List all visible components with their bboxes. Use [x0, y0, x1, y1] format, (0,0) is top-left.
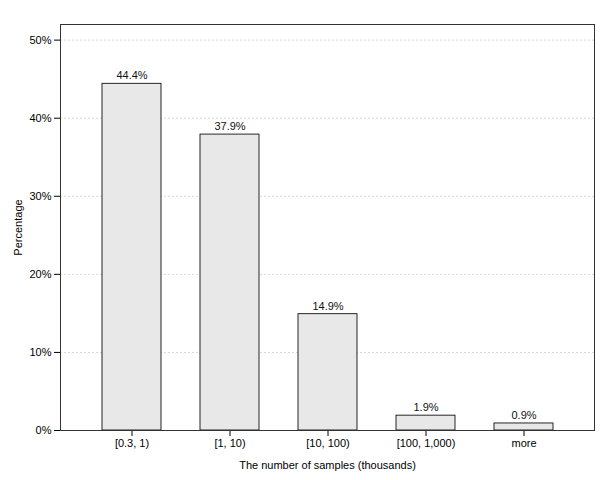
svg-text:[100, 1,000): [100, 1,000): [397, 437, 456, 449]
svg-text:[1, 10): [1, 10): [214, 437, 245, 449]
svg-text:1.9%: 1.9%: [413, 401, 438, 413]
svg-text:30%: 30%: [29, 190, 51, 202]
svg-text:40%: 40%: [29, 112, 51, 124]
svg-text:0.9%: 0.9%: [511, 409, 536, 421]
svg-text:14.9%: 14.9%: [312, 300, 343, 312]
svg-text:44.4%: 44.4%: [116, 69, 147, 81]
svg-text:20%: 20%: [29, 268, 51, 280]
svg-text:10%: 10%: [29, 346, 51, 358]
svg-text:The number of samples (thousan: The number of samples (thousands): [239, 459, 416, 471]
svg-text:[0.3, 1): [0.3, 1): [115, 437, 149, 449]
svg-text:37.9%: 37.9%: [214, 120, 245, 132]
svg-text:more: more: [511, 437, 536, 449]
svg-text:0%: 0%: [36, 424, 52, 436]
svg-text:Percentage: Percentage: [12, 199, 24, 255]
svg-text:50%: 50%: [29, 34, 51, 46]
svg-text:[10, 100): [10, 100): [306, 437, 349, 449]
